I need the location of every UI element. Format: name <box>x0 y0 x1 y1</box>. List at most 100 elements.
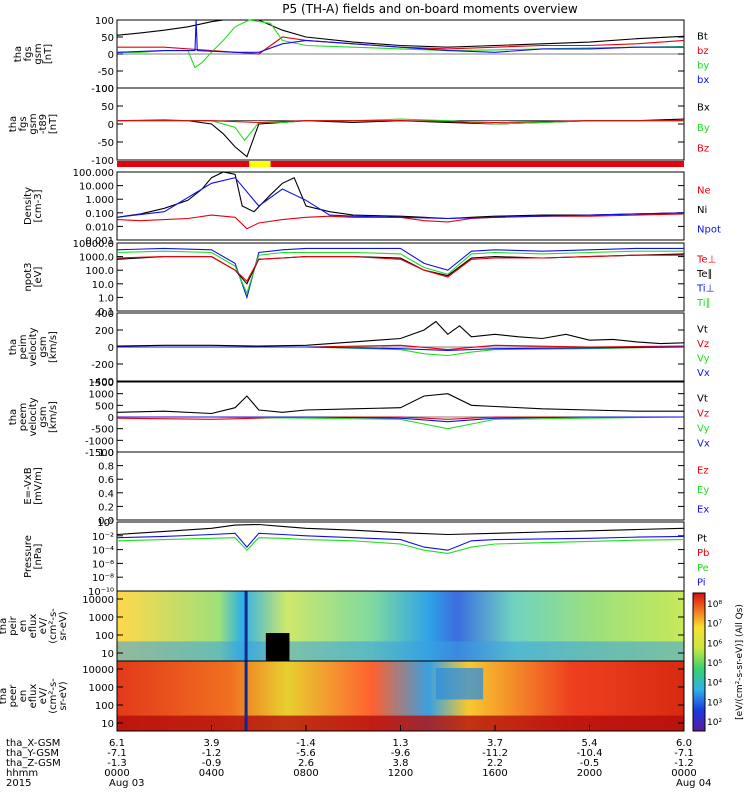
y-tick-label: 100 <box>95 631 114 642</box>
series-line-bx <box>116 118 685 158</box>
y-tick-label: 0 <box>108 120 114 131</box>
y-tick-label: 1000 <box>89 683 114 694</box>
series-line-vt <box>116 393 684 415</box>
y-tick-label: 1.000 <box>85 195 114 206</box>
x-tick-value: 0000 <box>104 768 129 779</box>
y-axis-label-line: velocity <box>28 327 39 366</box>
colorbar: 10⁸ 10⁷ 10⁶ 10⁵ 10⁴ 10³ 10² [eV/(cm²-s-sr-eV)] … <box>692 592 745 732</box>
x-tick-value: -5.6 <box>296 748 316 759</box>
x-tick-value: 5.4 <box>582 738 598 749</box>
y-tick-label: 1.0 <box>98 293 114 304</box>
x-tick-value: 3.8 <box>393 758 409 769</box>
panel-frame <box>116 87 685 161</box>
panel-p8: 10⁰ 10⁻² 10⁻⁴ 10⁻⁶ 10⁻⁸ 10⁻¹⁰ Pressure [nPa] Pt P… <box>23 518 709 598</box>
x-tick-value: 0800 <box>293 768 318 779</box>
y-axis-label-line: gsm <box>33 43 44 64</box>
legend-entry: Pe <box>697 563 709 574</box>
y-tick-label: 10⁻⁸ <box>92 573 114 584</box>
series-line-te⊥ <box>116 254 684 282</box>
y-axis-label-line: gsm <box>38 406 49 427</box>
y-axis-label-line: eV/ <box>38 687 49 704</box>
y-tick-label: 10⁻² <box>92 532 114 543</box>
y-tick-label: 0.010 <box>85 222 114 233</box>
series-line-bt <box>116 19 685 48</box>
legend-entry: Te⊥ <box>696 254 716 265</box>
series-line-vy <box>117 416 685 430</box>
y-tick-label: 0 <box>108 343 114 354</box>
colorbar-tick-label: 10⁷ <box>707 620 722 630</box>
x-tick-value: 2.2 <box>487 758 503 769</box>
x-tick-value: 0000 <box>671 768 696 779</box>
x-tick-value: 1.3 <box>393 738 409 749</box>
y-tick-label: 0.8 <box>98 462 114 473</box>
spectrogram-streak <box>244 591 248 661</box>
x-tick-value: -9.6 <box>391 748 411 759</box>
x-tick-value: 2.6 <box>298 758 314 769</box>
spectrogram-blue-patch <box>435 668 484 700</box>
y-tick-label: 50 <box>101 33 114 44</box>
series-line-npot <box>116 177 685 220</box>
series-line-vx <box>117 416 684 423</box>
legend-entry: Vy <box>697 424 710 435</box>
y-tick-label: 100.0 <box>85 266 114 277</box>
x-axis-labels: tha_X-GSMtha_Y-GSMtha_Z-GSMhhmm20156.1-7… <box>6 725 711 789</box>
y-tick-label: 10⁻⁴ <box>92 546 114 557</box>
legend-entry: Ex <box>697 504 709 515</box>
y-tick-label: 10 <box>101 719 114 730</box>
y-tick-label: -1500 <box>85 448 114 459</box>
legend-entry: Vz <box>697 339 709 350</box>
y-tick-label: 1500 <box>89 378 114 389</box>
y-axis-label-line: [nPa] <box>33 543 44 569</box>
colorbar-tick-label: 10⁵ <box>707 659 722 669</box>
panel-p2: 100 50 0 -50 -100 tha fgs gsm -t89 [nT] Bx By Bz <box>8 84 710 167</box>
legend-entry: Pt <box>697 533 707 544</box>
spectrogram-streak <box>244 661 248 731</box>
x-tick-value: Aug 03 <box>109 778 144 789</box>
panel-p3: 100.000 10.000 1.000 0.100 0.010 0.001 Density… <box>23 168 721 247</box>
y-axis-label-line: sr-eV) <box>58 681 69 710</box>
x-axis-row-label: hhmm <box>6 768 38 779</box>
series-line-vx <box>117 346 685 351</box>
x-tick-value: 6.0 <box>676 738 692 749</box>
x-axis-row-label: tha_Z-GSM <box>6 758 61 769</box>
x-tick-value: 0400 <box>199 768 224 779</box>
legend-entry: Bz <box>697 144 709 155</box>
legend-entry: Bt <box>697 31 708 42</box>
legend-entry: Pb <box>697 548 709 559</box>
x-tick-value: -0.9 <box>202 758 222 769</box>
y-tick-label: 50 <box>101 102 114 113</box>
series-line-vt <box>116 320 685 347</box>
y-axis-label-line: Pressure <box>23 535 34 578</box>
series-line-bx <box>116 19 684 53</box>
legend-entry: bx <box>697 75 709 86</box>
x-tick-value: 3.9 <box>204 738 220 749</box>
y-tick-label: 0.001 <box>85 236 114 247</box>
panel-p10: 10000 1000 100 10 tha peer en eflux eV/(cm²-s-sr… <box>0 660 685 732</box>
x-tick-value: -1.3 <box>107 758 127 769</box>
y-tick-label: -400 <box>91 377 114 388</box>
legend-entry: Vx <box>697 368 710 379</box>
y-tick-label: -200 <box>91 360 114 371</box>
y-axis-label-line: Density <box>23 187 34 225</box>
y-tick-label: 0.100 <box>85 209 114 220</box>
y-axis-label-line: gsm <box>38 336 49 357</box>
panel-p1: 100 50 0 -50 -100 tha fgs gsm [nT] Bt bz by bx <box>13 16 709 95</box>
legend-entry: Ti∥ <box>696 298 711 309</box>
x-tick-value: -7.1 <box>674 748 694 759</box>
x-tick-value: -0.5 <box>580 758 600 769</box>
panel-p4: 10000.0 1000.0 100.0 10.0 1.0 0.1 npot3 [eV] Te⊥… <box>23 239 716 318</box>
mode-bar-segment <box>117 161 250 167</box>
y-tick-label: -500 <box>91 425 114 436</box>
y-axis-label-line: velocity <box>28 397 39 436</box>
x-tick-value: 1600 <box>482 768 507 779</box>
y-axis-label-line: [nT] <box>43 44 54 64</box>
legend-entry: Vx <box>697 439 710 450</box>
y-tick-label: 10⁰ <box>97 518 114 529</box>
x-tick-value: 1200 <box>388 768 413 779</box>
legend-entry: bz <box>697 46 709 57</box>
x-tick-value: -11.2 <box>482 748 508 759</box>
y-axis-label-line: [km/s] <box>48 401 59 433</box>
y-axis-label-line: fgs <box>18 116 29 131</box>
